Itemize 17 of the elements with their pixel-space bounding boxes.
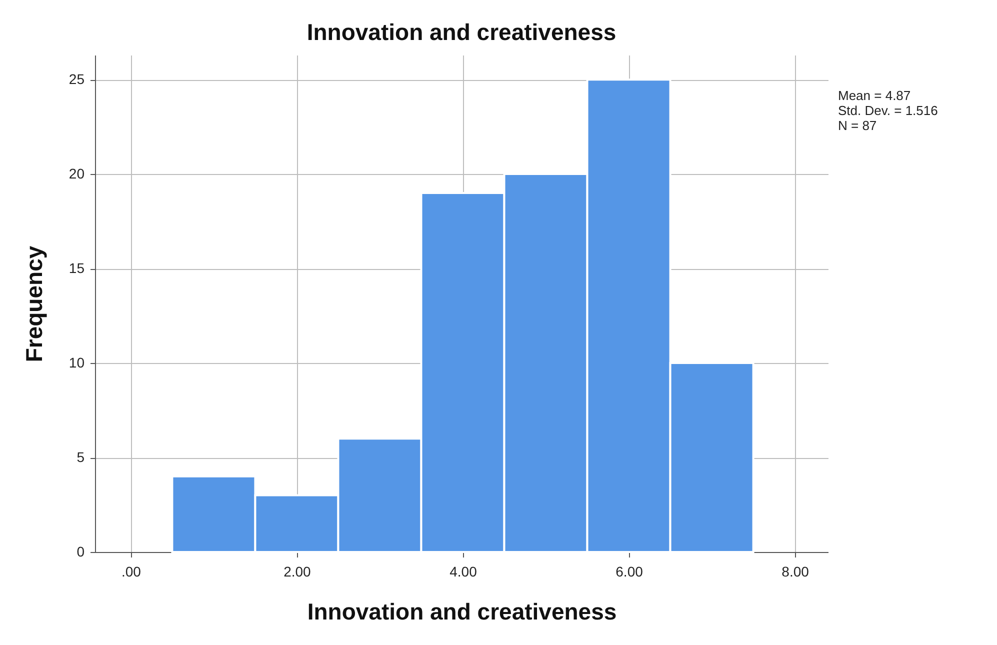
x-axis-title: Innovation and creativeness [307, 598, 617, 624]
text: Mean = 4.87 [838, 88, 911, 103]
x-tick-label: .00 [121, 564, 142, 580]
chart-title: Innovation and creativeness [306, 19, 616, 45]
y-tick-label: 25 [68, 71, 85, 88]
y-axis-title: Frequency [20, 246, 47, 362]
x-tick-label: 8.00 [782, 564, 810, 580]
text: N = 87 [838, 118, 877, 133]
y-tick-label: 15 [68, 260, 85, 276]
x-tick-label: 6.00 [616, 564, 644, 580]
y-tick-label: 10 [68, 354, 85, 371]
y-tick-label: 0 [76, 544, 85, 560]
y-tick-label: 20 [68, 166, 85, 182]
x-tick-label: 2.00 [284, 564, 312, 580]
text: Std. Dev. = 1.516 [838, 103, 938, 118]
x-tick-label: 4.00 [450, 564, 478, 580]
y-tick-label: 5 [76, 449, 85, 466]
